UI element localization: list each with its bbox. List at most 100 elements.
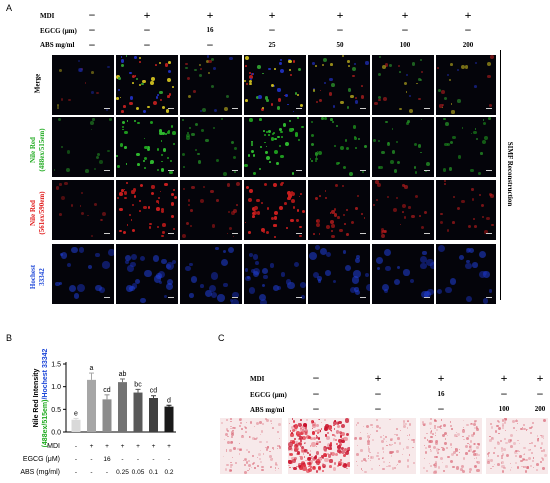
signal-dot (282, 123, 286, 127)
panel-b-abs-value: - (75, 469, 77, 476)
lipid-droplet (371, 426, 374, 429)
signal-dot (132, 203, 135, 207)
signal-dot (323, 117, 327, 121)
micrograph-cell (372, 117, 434, 177)
signal-dot (315, 160, 318, 163)
signal-dot (342, 214, 345, 217)
signal-dot (172, 86, 175, 88)
lipid-droplet (398, 442, 402, 445)
signal-dot (278, 206, 283, 210)
lipid-droplet (303, 453, 305, 455)
lipid-droplet (502, 422, 504, 425)
signal-dot (315, 100, 318, 103)
lipid-droplet (473, 422, 477, 426)
signal-dot (387, 196, 390, 199)
panel-a-letter: A (6, 3, 13, 13)
lipid-droplet (297, 423, 302, 428)
lipid-droplet (369, 459, 372, 462)
signal-dot (157, 168, 160, 171)
lipid-droplet (389, 439, 392, 442)
lipid-droplet (437, 466, 441, 469)
signal-dot (161, 234, 165, 238)
lipid-droplet (444, 442, 447, 445)
lipid-droplet (258, 452, 262, 456)
lipid-droplet (298, 436, 303, 440)
signal-dot (246, 276, 250, 280)
signal-dot (266, 231, 270, 235)
signal-dot (478, 172, 482, 176)
signal-dot (122, 230, 127, 235)
signal-dot (123, 191, 128, 195)
lipid-droplet (342, 453, 346, 457)
lipid-droplet (542, 438, 545, 440)
lipid-droplet (336, 422, 340, 425)
signal-dot (119, 96, 122, 99)
lipid-droplet (497, 442, 500, 445)
lipid-droplet (522, 458, 525, 461)
signal-dot (255, 261, 260, 266)
signal-dot (124, 130, 128, 134)
lipid-droplet (543, 418, 547, 422)
signal-dot (296, 117, 299, 120)
lipid-droplet (226, 419, 228, 421)
signal-dot (364, 272, 370, 278)
lipid-droplet (265, 418, 269, 422)
lipid-droplet (462, 435, 464, 437)
lipid-droplet (338, 443, 342, 447)
signal-dot (384, 120, 388, 124)
panel-c-egcg-sign: − (500, 387, 508, 401)
signal-dot (336, 216, 340, 219)
signal-dot (347, 60, 351, 64)
lipid-droplet (449, 460, 453, 464)
signal-dot (378, 166, 381, 169)
signal-dot (117, 88, 120, 91)
signal-dot (195, 123, 199, 127)
signal-dot (159, 190, 162, 193)
lipid-droplet (509, 434, 513, 438)
signal-dot (473, 217, 476, 220)
lipid-droplet (248, 435, 251, 438)
lipid-droplet (381, 440, 384, 443)
signal-dot (409, 94, 412, 97)
signal-dot (353, 270, 361, 278)
signal-dot (129, 285, 135, 292)
lipid-droplet (498, 421, 500, 423)
signal-dot (222, 249, 227, 254)
lipid-droplet (238, 453, 241, 455)
signal-dot (255, 95, 259, 99)
lipid-droplet (323, 445, 327, 449)
lipid-droplet (412, 440, 416, 444)
signal-dot (90, 235, 93, 237)
lipid-droplet (403, 425, 406, 428)
signal-dot (198, 63, 201, 67)
lipid-droplet (292, 459, 296, 463)
lipid-droplet (314, 456, 317, 459)
lipid-droplet (329, 452, 332, 455)
signal-dot (116, 196, 120, 199)
signal-dot (80, 211, 85, 216)
lipid-droplet (469, 445, 473, 448)
lipid-droplet (320, 428, 323, 430)
lipid-droplet (434, 455, 437, 459)
lipid-droplet (324, 426, 329, 432)
signal-dot (444, 180, 447, 183)
lipid-droplet (238, 442, 241, 445)
signal-dot (342, 165, 346, 169)
signal-dot (352, 125, 357, 129)
signal-dot (162, 132, 165, 135)
lipid-droplet (438, 448, 440, 451)
lipid-droplet (508, 439, 512, 443)
lipid-droplet (429, 421, 433, 426)
signal-dot (319, 194, 321, 197)
lipid-droplet (357, 421, 359, 424)
signal-dot (132, 188, 137, 192)
lipid-droplet (535, 468, 539, 471)
signal-dot (339, 228, 343, 232)
signal-dot (413, 142, 418, 147)
signal-dot (262, 72, 264, 75)
panel-a-egcg-sign: − (464, 23, 472, 37)
lipid-droplet (309, 445, 312, 448)
signal-dot (324, 190, 327, 193)
micrograph-cell (180, 180, 242, 240)
